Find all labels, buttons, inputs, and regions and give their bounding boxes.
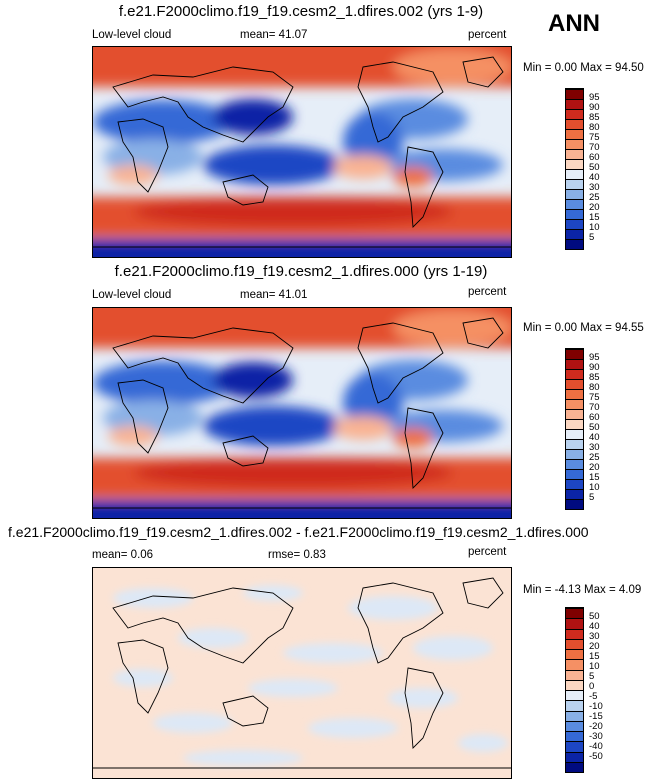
colorbar-tick: 70: [589, 402, 600, 413]
colorbar-tick: 75: [589, 132, 600, 143]
colorbar-tick: 40: [589, 621, 600, 632]
panel-3-map: [92, 567, 512, 779]
colorbar-tick: 20: [589, 462, 600, 473]
colorbar-tick: 5: [589, 232, 595, 243]
panel-3-rmse-label: rmse= 0.83: [268, 549, 326, 561]
panel-2-variable-label: Low-level cloud: [92, 289, 172, 301]
panel-2-units-label: percent: [468, 286, 507, 298]
colorbar-tick: 75: [589, 392, 600, 403]
panel-2-map-graphic: [93, 308, 511, 518]
colorbar-tick: 30: [589, 182, 600, 193]
panel-2-minmax: Min = 0.00 Max = 94.55: [523, 322, 644, 334]
colorbar-tick: 50: [589, 422, 600, 433]
colorbar-tick: 20: [589, 641, 600, 652]
colorbar-tick: 90: [589, 102, 600, 113]
colorbar-tick: -30: [589, 731, 603, 742]
colorbar-tick: 70: [589, 142, 600, 153]
colorbar-tick: -10: [589, 701, 603, 712]
colorbar-tick: 10: [589, 222, 600, 233]
panel-2-map: [92, 307, 512, 519]
colorbar-tick: 15: [589, 472, 600, 483]
colorbar-tick: 15: [589, 212, 600, 223]
panel-3-mean-label: mean= 0.06: [92, 549, 154, 561]
colorbar-tick: 10: [589, 482, 600, 493]
colorbar-tick: 5: [589, 671, 595, 682]
colorbar-tick: 80: [589, 122, 600, 133]
panel-3-map-graphic: [93, 568, 511, 778]
colorbar-tick: 5: [589, 492, 595, 503]
colorbar-tick: 25: [589, 452, 600, 463]
colorbar-tick: 25: [589, 192, 600, 203]
colorbar-tick: 30: [589, 631, 600, 642]
panel-1-title: f.e21.F2000climo.f19_f19.cesm2_1.dfires.…: [118, 3, 484, 20]
colorbar-tick: 60: [589, 412, 600, 423]
panel-1-units-label: percent: [468, 29, 507, 41]
panel-3-minmax: Min = -4.13 Max = 4.09: [523, 584, 642, 596]
panel-2-colorbar: [565, 348, 584, 510]
colorbar-tick: 85: [589, 372, 600, 383]
colorbar-tick: -20: [589, 721, 603, 732]
colorbar-tick: 50: [589, 162, 600, 173]
colorbar-tick: 40: [589, 172, 600, 183]
colorbar-tick: 30: [589, 442, 600, 453]
colorbar-tick: 10: [589, 661, 600, 672]
colorbar-tick: 0: [589, 681, 595, 692]
colorbar-tick: -15: [589, 711, 603, 722]
colorbar-tick: 80: [589, 382, 600, 393]
panel-2-title: f.e21.F2000climo.f19_f19.cesm2_1.dfires.…: [114, 263, 488, 280]
panel-1-variable-label: Low-level cloud: [92, 29, 172, 41]
panel-3-units-label: percent: [468, 546, 507, 558]
panel-3-colorbar: [565, 607, 584, 773]
panel-1-map-graphic: [93, 47, 511, 257]
colorbar-tick: 95: [589, 92, 600, 103]
panel-3-title: f.e21.F2000climo.f19_f19.cesm2_1.dfires.…: [8, 524, 589, 540]
colorbar-tick: 20: [589, 202, 600, 213]
colorbar-tick: 90: [589, 362, 600, 373]
colorbar-tick: 60: [589, 152, 600, 163]
panel-2-mean-label: mean= 41.01: [240, 289, 308, 301]
season-label: ANN: [548, 10, 600, 37]
panel-1-mean-label: mean= 41.07: [240, 29, 308, 41]
colorbar-tick: 95: [589, 352, 600, 363]
panel-1-minmax: Min = 0.00 Max = 94.50: [523, 62, 644, 74]
colorbar-tick: 85: [589, 112, 600, 123]
colorbar-tick: 40: [589, 432, 600, 443]
colorbar-tick: -5: [589, 691, 598, 702]
colorbar-tick: -50: [589, 751, 603, 762]
panel-1-colorbar: [565, 88, 584, 250]
panel-1-map: [92, 46, 512, 258]
colorbar-tick: -40: [589, 741, 603, 752]
colorbar-tick: 50: [589, 611, 600, 622]
colorbar-tick: 15: [589, 651, 600, 662]
